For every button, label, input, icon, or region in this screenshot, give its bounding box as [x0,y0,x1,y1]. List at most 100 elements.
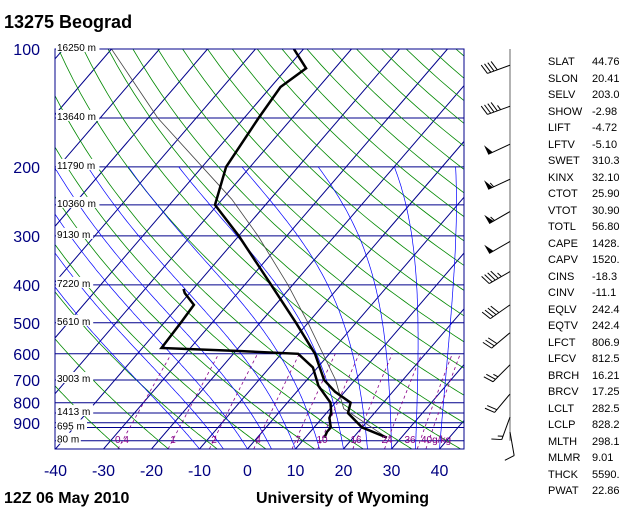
wind-barb-flag [484,309,494,318]
pressure-tick-label: 700 [13,373,40,390]
index-value: 242.4 [592,320,620,332]
wind-barb-flag [481,311,491,320]
index-value: -18.3 [592,270,618,283]
index-row: SHOW -2.98 [548,106,640,123]
pressure-tick-label: 600 [13,347,40,364]
index-value: 1428. [592,237,620,250]
index-row: LIFT -4.72 [548,122,640,139]
wind-barb-staff [490,304,511,320]
mixing-ratio-label: 16 [350,435,362,446]
isotherm-line [295,252,464,449]
index-name: CINS [548,270,575,283]
wind-barb-pennant [484,214,494,224]
dry-adiabat-line [132,49,464,369]
mixing-ratio-line [208,353,258,449]
index-name: LIFT [548,122,571,134]
height-label-bg [56,314,94,326]
moist-adiabat-line [439,166,457,449]
wind-barb-staff [491,332,511,349]
height-tick-label: 13640 m [57,112,96,123]
index-value: 298.1 [592,435,620,448]
temperature-tick-label: 40 [431,463,449,480]
pressure-tick-label: 200 [13,160,40,177]
height-tick-label: 7220 m [57,279,90,290]
wind-barb-flag [491,438,502,441]
moist-adiabat-line [127,166,320,449]
index-value: -5.10 [592,138,618,151]
wind-barb-flag [487,103,495,113]
index-value: 22.86 [592,485,620,497]
index-row: LCLT 282.5 [548,403,640,420]
observation-time: 12Z 06 May 2010 [4,490,130,507]
index-value: -11.1 [592,287,617,299]
wind-barb-flag [487,405,498,411]
isotherm-line [55,49,256,283]
index-row: THCK 5590. [548,469,640,486]
index-value: -4.72 [592,122,618,134]
index-row: TOTL 56.80 [548,221,640,238]
index-value: 828.2 [592,419,620,431]
wind-barb-flag [487,272,496,281]
pressure-tick-label: 300 [13,229,40,246]
dry-adiabat-line [231,49,464,266]
height-tick-label: 695 m [57,421,85,432]
wind-barb-staff [487,64,511,74]
mixing-ratio-line [117,353,172,449]
index-value: 806.9 [592,336,620,349]
wind-barb-pennant [484,145,493,155]
height-label-bg [56,41,100,52]
isotherm-line [391,363,464,449]
height-label-bg [56,196,100,208]
height-label-bg [56,276,94,288]
isotherm-line [55,49,208,228]
wind-barb-half-flag [489,182,495,188]
moist-adiabat-line [55,252,224,449]
dry-adiabat-line [281,49,464,218]
index-value: 1520. [592,254,620,266]
index-name: BRCV [548,386,579,398]
index-row: SLON 20.41 [548,73,640,90]
moist-adiabat-line [394,166,419,449]
index-name: CINV [548,287,575,299]
height-label-bg [56,158,100,170]
index-row: MLMR 9.01 [548,452,640,469]
moist-adiabat-line [317,166,392,449]
height-tick-label: 80 m [57,435,79,446]
temperature-tick-label: 20 [335,463,353,480]
wind-barb-staff [487,105,511,115]
index-name: CTOT [548,188,578,200]
index-value: 56.80 [592,221,620,233]
stability-indices: SLAT 44.76 SLON 20.41 SELV 203.0 SHOW -2.98 LIFT… [548,56,640,502]
wind-barb-flag [487,337,498,345]
wind-barb-staff [509,431,515,456]
index-row: CINS -18.3 [548,271,640,288]
height-label-bg [56,227,94,239]
mixing-ratio-line [425,353,461,449]
isotherm-line [151,84,464,449]
index-name: MLTH [548,435,578,448]
wind-barb-flag [485,339,495,347]
height-label-bg [56,432,81,444]
index-value: -2.98 [592,105,618,118]
index-row: LCLP 828.2 [548,419,640,436]
wind-barb-flag [504,455,515,461]
dry-adiabat-line [256,49,464,242]
isotherm-line [103,49,448,449]
index-value: 5590. [592,468,620,481]
index-value: 282.5 [592,402,620,415]
height-label-bg [56,372,94,384]
mixing-ratio-line [384,353,423,449]
wind-barb-staff [494,393,511,413]
moist-adiabat-line [55,167,272,449]
dry-adiabat-line [182,49,464,317]
mixing-ratio-label: 7 [295,435,301,446]
temperature-tick-label: 10 [287,463,305,480]
height-tick-label: 16250 m [57,43,96,54]
index-row: LFCV 812.5 [548,353,640,370]
parcel-path-line [111,49,388,438]
mixing-ratio-label: 0.4 [115,435,129,446]
index-value: 203.0 [592,89,620,101]
index-name: LFCV [548,353,577,365]
wind-barb-flag [480,105,488,115]
